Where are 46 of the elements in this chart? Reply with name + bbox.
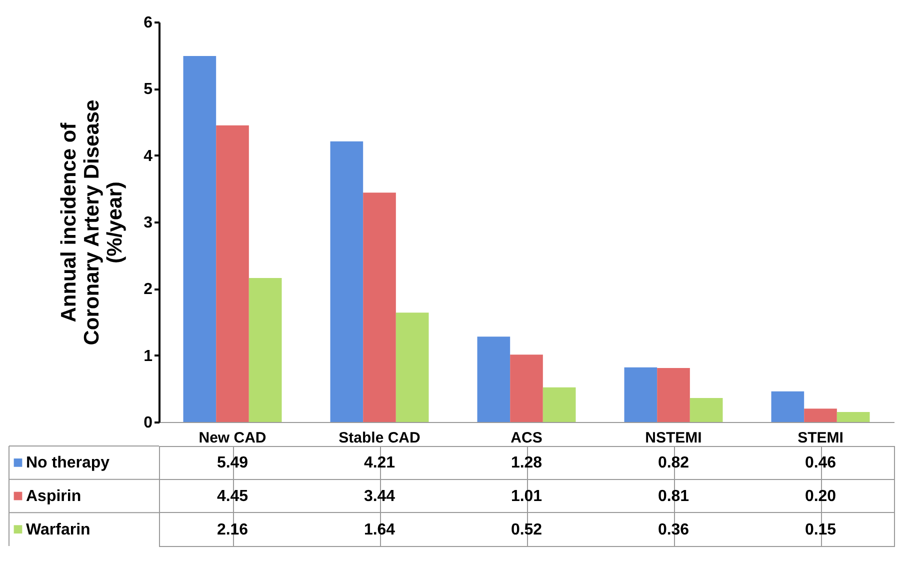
x-tick-label: Stable CAD xyxy=(338,430,421,446)
bar xyxy=(510,354,543,422)
data-label: 2.16 xyxy=(216,521,248,538)
legend-label: Aspirin xyxy=(26,488,82,505)
bar xyxy=(624,367,658,422)
bar xyxy=(771,391,804,422)
x-tick-label: New CAD xyxy=(198,430,266,446)
data-label: 0.20 xyxy=(804,488,836,505)
data-label: 1.28 xyxy=(510,454,542,472)
bar xyxy=(396,312,429,422)
y-tick-label: 4 xyxy=(144,148,153,165)
data-label: 1.64 xyxy=(364,521,396,538)
bar xyxy=(690,398,723,422)
y-axis-title: Annual incidence of Coronary Artery Disease (%/year) xyxy=(58,100,127,346)
bar xyxy=(248,278,282,422)
x-tick-label: ACS xyxy=(510,430,542,446)
legend-label: No therapy xyxy=(26,454,110,472)
bar xyxy=(804,408,837,422)
x-tick-label: NSTEMI xyxy=(645,430,702,446)
bar xyxy=(363,192,396,422)
data-label: 0.36 xyxy=(658,521,690,538)
data-label: 3.44 xyxy=(364,488,396,505)
y-tick-label: 0 xyxy=(144,414,153,432)
x-tick-label: STEMI xyxy=(798,430,844,446)
data-label: 0.15 xyxy=(804,521,836,538)
data-label: 0.82 xyxy=(658,454,690,472)
bar xyxy=(477,336,510,422)
y-tick-label: 1 xyxy=(144,348,153,365)
data-label: 4.45 xyxy=(216,488,248,505)
data-label: 4.21 xyxy=(364,454,396,472)
y-tick-label: 6 xyxy=(144,14,153,32)
y-tick-label: 5 xyxy=(144,81,153,98)
y-tick-label: 2 xyxy=(144,281,153,298)
bar xyxy=(330,141,364,422)
data-label: 1.01 xyxy=(510,488,542,505)
bar xyxy=(183,56,216,422)
data-label: 5.49 xyxy=(216,454,248,472)
data-label: 0.81 xyxy=(658,488,690,505)
bar xyxy=(836,412,870,422)
data-label: 0.46 xyxy=(804,454,836,472)
bar xyxy=(542,387,576,422)
legend-label: Warfarin xyxy=(26,521,90,538)
y-tick-label: 3 xyxy=(144,214,153,232)
bar xyxy=(216,125,249,422)
data-label: 0.52 xyxy=(510,521,542,538)
bar xyxy=(657,368,690,422)
